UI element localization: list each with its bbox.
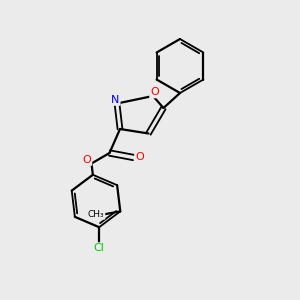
Text: CH₃: CH₃ <box>88 210 105 219</box>
Text: O: O <box>150 87 159 98</box>
Text: N: N <box>111 95 120 105</box>
Text: O: O <box>135 152 144 162</box>
Text: O: O <box>82 155 91 165</box>
Text: Cl: Cl <box>94 243 105 253</box>
